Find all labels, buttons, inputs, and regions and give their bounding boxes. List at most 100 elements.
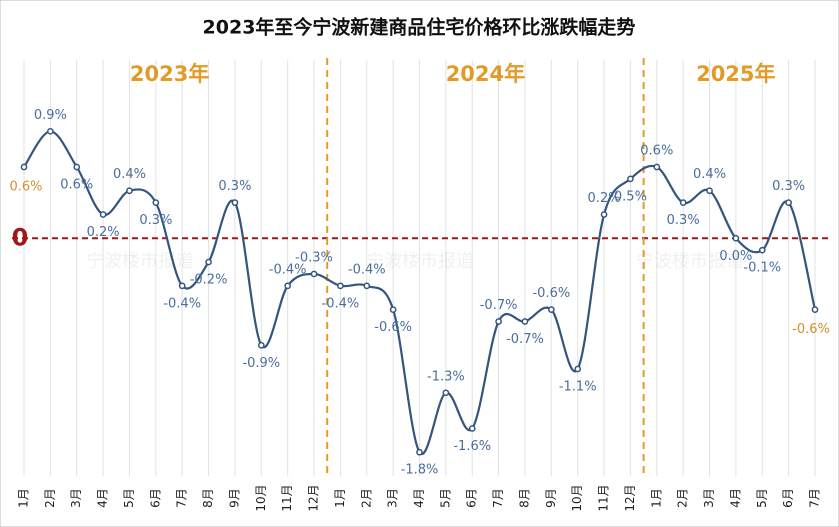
x-tick-label: 2月 [359, 488, 373, 508]
value-label: 0.6% [60, 177, 93, 192]
x-tick-label: 7月 [175, 488, 189, 508]
point [152, 199, 160, 206]
x-tick-label: 6月 [465, 488, 479, 508]
x-tick-label: 5月 [438, 488, 452, 508]
point [389, 306, 397, 313]
point [337, 282, 344, 290]
value-label: -0.7% [480, 298, 518, 313]
x-tick-label: 3月 [386, 488, 400, 508]
point [442, 389, 450, 397]
x-tick-label: 6月 [781, 488, 795, 508]
chart-title: 2023年至今宁波新建商品住宅价格环比涨跌幅走势 [203, 16, 636, 39]
x-tick-label: 8月 [517, 488, 531, 508]
value-label: -0.3% [295, 250, 333, 265]
value-label: -0.4% [269, 262, 307, 277]
x-tick-label: 9月 [227, 488, 241, 508]
x-tick-label: 6月 [148, 488, 162, 508]
x-tick-label: 12月 [307, 484, 321, 511]
x-tick-label: 1月 [649, 488, 663, 508]
point [758, 246, 766, 254]
year-label: 2024年 [446, 62, 525, 86]
x-tick-label: 4月 [412, 488, 426, 508]
x-tick-label: 1月 [333, 488, 347, 508]
point [257, 341, 265, 349]
x-tick-label: 4月 [728, 488, 742, 508]
x-tick-label: 10月 [254, 484, 268, 511]
point [811, 306, 819, 313]
point [679, 199, 687, 206]
x-tick-label: 12月 [623, 484, 637, 511]
value-label: -0.2% [190, 273, 228, 288]
point [706, 187, 713, 195]
point [653, 163, 661, 171]
point [205, 258, 212, 266]
x-tick-label: 5月 [755, 488, 769, 508]
point [20, 163, 28, 171]
point [627, 175, 634, 183]
x-tick-label: 5月 [122, 488, 136, 508]
value-label: 0.3% [772, 179, 805, 194]
value-label: -0.6% [532, 286, 570, 301]
x-tick-label: 7月 [808, 488, 822, 508]
point [416, 448, 423, 456]
point [47, 127, 54, 135]
point [310, 270, 318, 278]
x-tick-label: 7月 [491, 488, 505, 508]
point [547, 306, 555, 313]
year-label: 2025年 [696, 62, 775, 86]
y-tick-label: 0 [12, 223, 29, 251]
point [284, 282, 292, 290]
point [468, 425, 476, 432]
x-tick-label: 3月 [702, 488, 716, 508]
x-tick-label: 3月 [69, 488, 83, 508]
watermark: 宁波楼市报道 [366, 251, 474, 272]
value-label: -0.4% [348, 262, 386, 277]
point [732, 234, 740, 242]
value-label: -1.1% [559, 380, 597, 395]
value-label: 0.6% [9, 179, 42, 194]
value-label: -0.7% [506, 332, 544, 347]
x-tick-label: 9月 [544, 488, 558, 508]
value-label: -0.9% [242, 356, 280, 371]
point [495, 318, 502, 325]
x-tick-label: 1月 [17, 488, 31, 508]
point [363, 282, 371, 290]
x-tick-label: 8月 [201, 488, 215, 508]
point [126, 187, 133, 195]
watermark: 宁波楼市报道 [636, 251, 744, 272]
x-tick-label: 4月 [96, 488, 110, 508]
point [574, 365, 582, 373]
point [600, 211, 608, 218]
value-label: 0.2% [588, 191, 621, 206]
value-label: 0.3% [218, 179, 251, 194]
x-tick-label: 2月 [676, 488, 690, 508]
watermark: 宁波楼市报道 [86, 251, 194, 272]
value-label: -1.3% [427, 369, 465, 384]
point [99, 211, 107, 218]
x-tick-label: 10月 [570, 484, 584, 511]
point [178, 282, 186, 290]
value-label: -0.4% [322, 296, 360, 311]
value-label: -0.1% [743, 261, 781, 276]
point [521, 318, 529, 325]
value-label: -1.6% [453, 439, 491, 454]
value-label: 0.2% [87, 225, 120, 240]
value-label: 0.4% [113, 167, 146, 182]
value-label: 0.5% [614, 189, 647, 204]
point [73, 163, 81, 171]
value-label: 0.9% [34, 108, 67, 123]
year-label: 2023年 [130, 62, 209, 86]
point [785, 199, 792, 206]
value-label: 0.6% [640, 143, 673, 158]
value-label: 0.3% [667, 213, 700, 228]
value-label: 0.0% [719, 249, 752, 264]
value-label: 0.3% [139, 213, 172, 228]
value-label: -0.6% [374, 320, 412, 335]
point [231, 199, 239, 206]
value-label: -1.8% [401, 463, 439, 478]
value-label: -0.6% [792, 322, 830, 337]
x-tick-label: 11月 [597, 484, 611, 511]
value-label: 0.4% [693, 167, 726, 182]
x-tick-label: 2月 [43, 488, 57, 508]
